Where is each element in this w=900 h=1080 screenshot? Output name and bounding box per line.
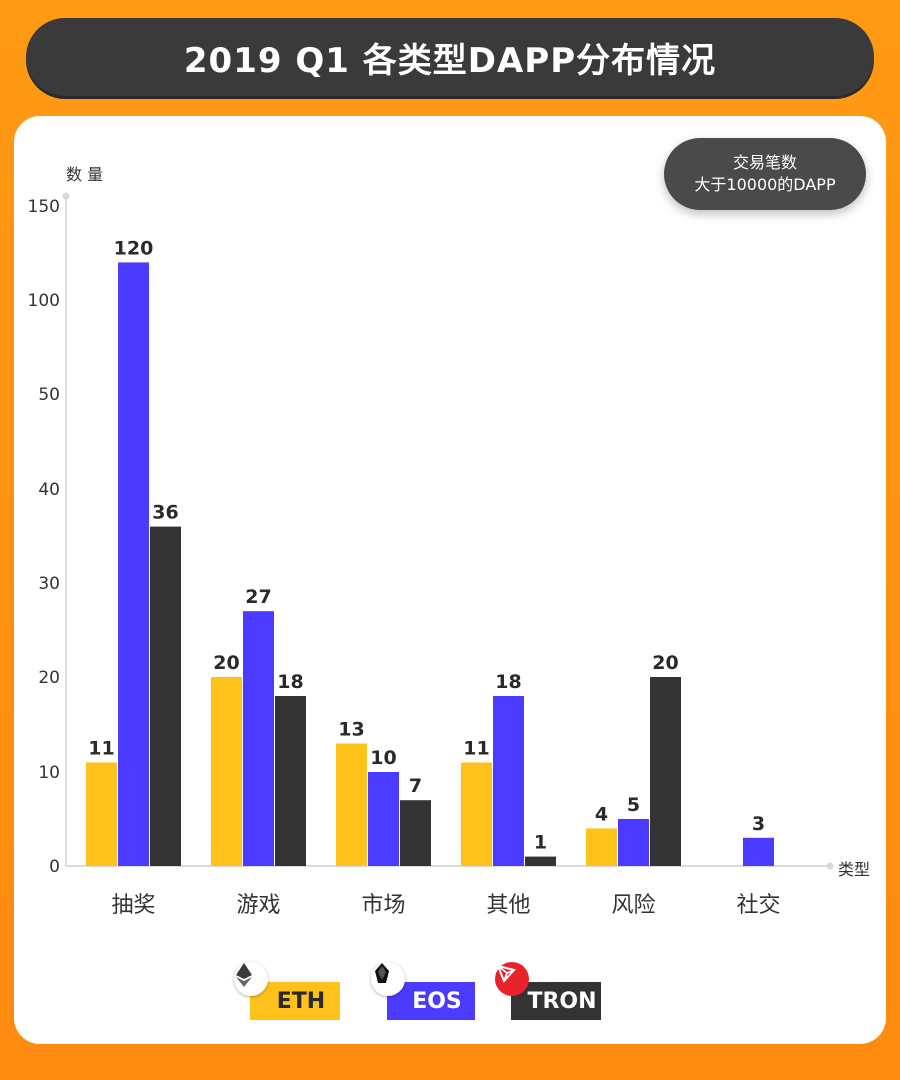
tron-icon [495,962,529,996]
x-axis-end-dot [826,862,834,870]
legend-label: ETH [276,988,326,1014]
bar-eth [336,743,367,866]
bar-tron [650,677,681,866]
y-tick-label: 150 [28,197,60,217]
data-label: 20 [652,652,678,674]
note-line-2: 大于10000的DAPP [694,175,836,194]
bar-eos [493,696,524,866]
y-axis-end-dot [62,192,70,200]
y-tick-label: 20 [38,668,60,688]
data-label: 13 [338,719,364,741]
bar-eos [118,262,149,866]
data-label: 20 [213,652,239,674]
y-tick-label: 30 [38,574,60,594]
data-label: 4 [595,803,608,825]
legend-label: EOS [412,988,462,1014]
bar-tron [525,856,556,866]
y-tick-label: 40 [38,480,60,500]
category-label: 游戏 [236,893,280,918]
category-label: 风险 [611,893,655,918]
bar-eth [461,762,492,866]
y-tick-label: 50 [38,385,60,405]
data-label: 3 [752,813,765,835]
eos-icon [371,962,405,996]
y-axis-label: 数 量 [66,165,103,184]
data-label: 1 [534,832,547,854]
title-bar: 2019 Q1 各类型DAPP分布情况 [26,18,874,96]
data-label: 7 [409,775,422,797]
bar-eth [211,677,242,866]
y-tick-label: 100 [28,291,60,311]
data-label: 27 [245,586,271,608]
data-label: 11 [463,738,489,760]
bar-tron [275,696,306,866]
ethereum-icon [234,962,268,996]
note-line-1: 交易笔数 [732,153,797,172]
bar-eos [743,837,774,866]
data-label: 18 [277,671,303,693]
category-label: 社交 [736,893,780,918]
bar-tron [150,526,181,866]
x-axis-label: 类型 [838,860,870,879]
y-tick-label: 10 [38,763,60,783]
category-label: 其他 [486,893,530,918]
page-title: 2019 Q1 各类型DAPP分布情况 [183,40,717,81]
data-label: 5 [627,794,640,816]
bar-tron [400,800,431,866]
y-tick-label: 0 [49,857,60,877]
data-label: 10 [370,747,396,769]
data-label: 11 [88,738,114,760]
bar-eth [586,828,617,866]
data-label: 18 [495,671,521,693]
category-label: 市场 [361,893,405,918]
data-label: 36 [152,502,178,524]
bar-eos [618,819,649,866]
data-label: 120 [114,237,154,259]
bar-eos [368,772,399,866]
category-label: 抽奖 [111,893,155,918]
note-badge: 交易笔数 大于10000的DAPP [664,138,866,210]
bar-eos [243,611,274,866]
bar-eth [86,762,117,866]
legend-label: TRON [527,988,597,1014]
